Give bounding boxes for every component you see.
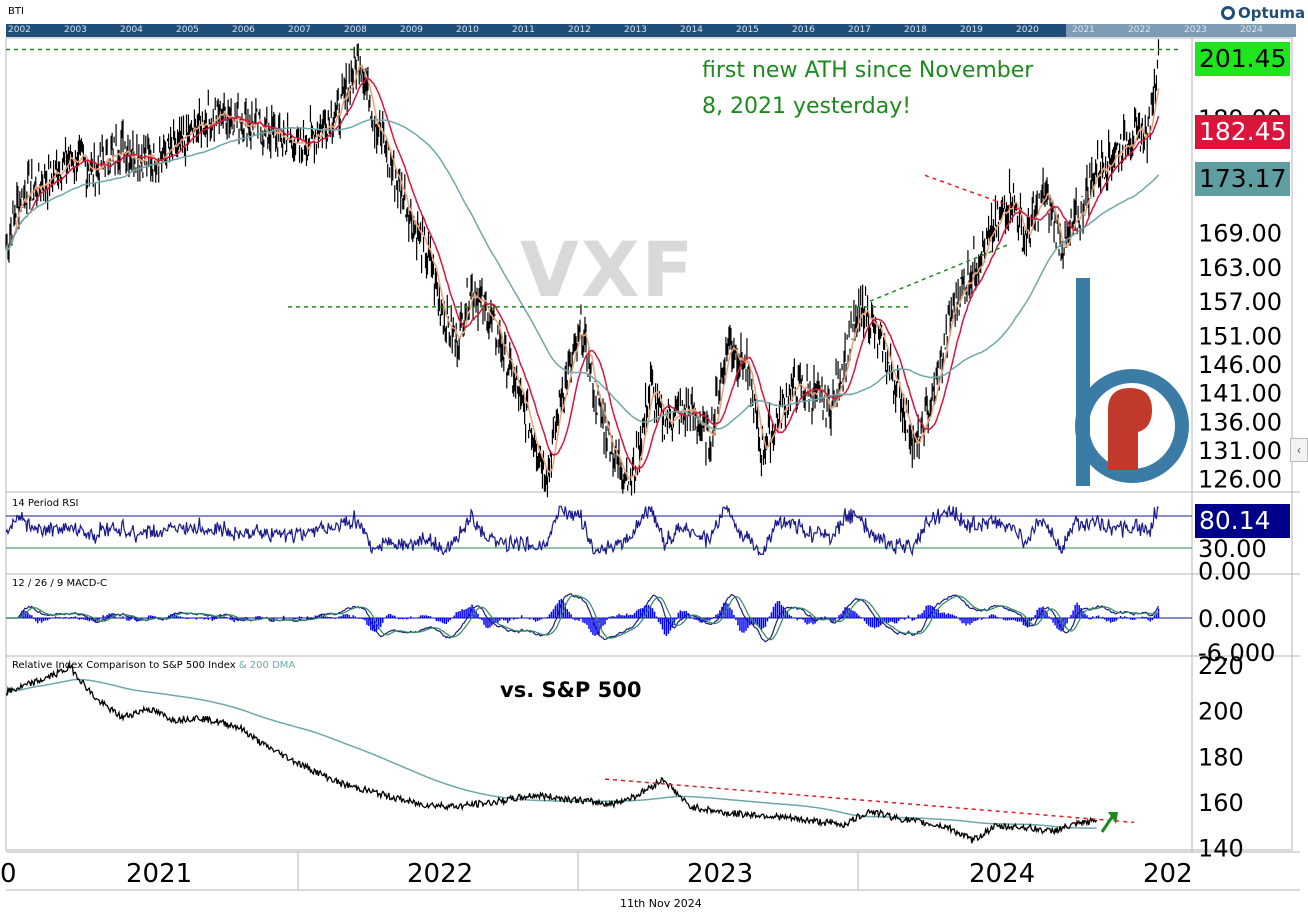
timeline-year-label: 2013	[624, 25, 647, 35]
relative-title-dma: & 200 DMA	[238, 660, 296, 671]
chart-frame	[5, 37, 1293, 851]
timeline-year-label: 2002	[8, 25, 31, 35]
price-y-tick-label: 157.00	[1198, 288, 1282, 316]
timeline-year-label: 2017	[848, 25, 871, 35]
ma-mid-line	[5, 77, 1160, 471]
timeline-year-label: 2023	[1184, 25, 1207, 35]
relative-y-tick-label: 160	[1198, 789, 1244, 817]
relative-index-line	[5, 662, 1098, 844]
rsi-y-tick-label: 30.00	[1198, 535, 1267, 563]
timeline-year-label: 2008	[344, 25, 367, 35]
price-y-tick-label: 169.00	[1198, 220, 1282, 248]
relative-panel-title: Relative Index Comparison to S&P 500 Ind…	[12, 660, 295, 671]
relative-y-tick-label: 140	[1198, 834, 1244, 862]
logo-glyph-icon	[1108, 388, 1152, 470]
relative-title-main: Relative Index Comparison to S&P 500 Ind…	[12, 660, 236, 671]
watermark: VXF	[520, 225, 696, 314]
timeline-year-label: 2011	[512, 25, 535, 35]
ma-short-line	[5, 64, 1160, 481]
timeline-year-label: 2024	[1240, 25, 1263, 35]
rsi-y-tick-label: 0.00	[1198, 557, 1251, 585]
timeline-year-label: 2016	[792, 25, 815, 35]
relative-dma-line	[6, 678, 1097, 829]
rising-trend-line	[869, 243, 1011, 302]
annotation-ath-line2: 8, 2021 yesterday!	[702, 94, 912, 119]
relative-y-tick-label: 180	[1198, 743, 1244, 771]
timeline-year-label: 2012	[568, 25, 591, 35]
ma-fast-tag: 182.45	[1195, 115, 1290, 149]
macd-panel-title: 12 / 26 / 9 MACD-C	[12, 578, 108, 589]
timeline-year-label: 2021	[1072, 25, 1095, 35]
timeline-year-label: 2020	[1016, 25, 1039, 35]
ma-long-line	[5, 118, 1160, 430]
timeline-year-label: 2019	[960, 25, 983, 35]
macd-y-tick-label: -6.000	[1198, 639, 1275, 667]
x-axis-year-label: 2021	[126, 859, 192, 889]
timeline-year-label: 2003	[64, 25, 87, 35]
price-y-tick-label: 136.00	[1198, 408, 1282, 436]
rsi-tag: 80.14	[1195, 504, 1290, 538]
x-axis-year-label: 2022	[407, 859, 473, 889]
x-axis-year-label: 2024	[969, 859, 1035, 889]
timeline-year-label: 2004	[120, 25, 143, 35]
brand-name: Optuma	[1238, 4, 1306, 22]
x-axis-year-label: 202	[1143, 859, 1193, 889]
timeline-year-label: 2014	[680, 25, 703, 35]
annotation-vs-sp: vs. S&P 500	[500, 678, 642, 702]
rsi-panel-title: 14 Period RSI	[12, 498, 79, 509]
falling-trend-line	[924, 174, 1021, 211]
timeline-navigator[interactable]: 2002 2003 2004 2005 2006 2007 2008 2009 2010 2011…	[6, 24, 1296, 37]
timeline-window[interactable]	[1066, 24, 1296, 37]
price-y-tick-label: 126.00	[1198, 466, 1282, 494]
ma-slow-tag: 173.17	[1195, 162, 1290, 196]
last-price-tag: 201.45	[1195, 42, 1290, 76]
collapse-arrow-icon[interactable]: ‹	[1290, 438, 1308, 462]
x-axis-year-label: 2023	[687, 859, 753, 889]
optuma-logo-icon	[1221, 6, 1235, 20]
timeline-year-label: 2018	[904, 25, 927, 35]
relative-y-tick-label: 200	[1198, 698, 1244, 726]
price-y-tick-label: 131.00	[1198, 437, 1282, 465]
timeline-year-label: 2007	[288, 25, 311, 35]
price-y-tick-label: 141.00	[1198, 380, 1282, 408]
macd-signal-line	[6, 594, 1159, 641]
x-axis-year-label: 0	[0, 859, 17, 889]
timeline-year-label: 2005	[176, 25, 199, 35]
breakout-arrow-icon	[1108, 812, 1118, 824]
timeline-year-label: 2015	[736, 25, 759, 35]
relative-y-tick-label: 220	[1198, 652, 1244, 680]
price-y-tick-label: 146.00	[1198, 351, 1282, 379]
timeline-year-label: 2006	[232, 25, 255, 35]
price-y-tick-label: 151.00	[1198, 323, 1282, 351]
macd-y-tick-label: 0.000	[1198, 605, 1267, 633]
price-y-tick-label: 163.00	[1198, 254, 1282, 282]
ticker-label: BTI	[8, 6, 24, 17]
annotation-ath-line1: first new ATH since November	[702, 58, 1034, 83]
footer-date: 11th Nov 2024	[620, 897, 702, 910]
timeline-year-label: 2009	[400, 25, 423, 35]
rsi-line	[5, 504, 1159, 557]
timeline-year-label: 2022	[1128, 25, 1151, 35]
timeline-year-label: 2010	[456, 25, 479, 35]
relative-resistance-line	[604, 778, 1135, 824]
logo-ring-icon	[1075, 369, 1189, 483]
